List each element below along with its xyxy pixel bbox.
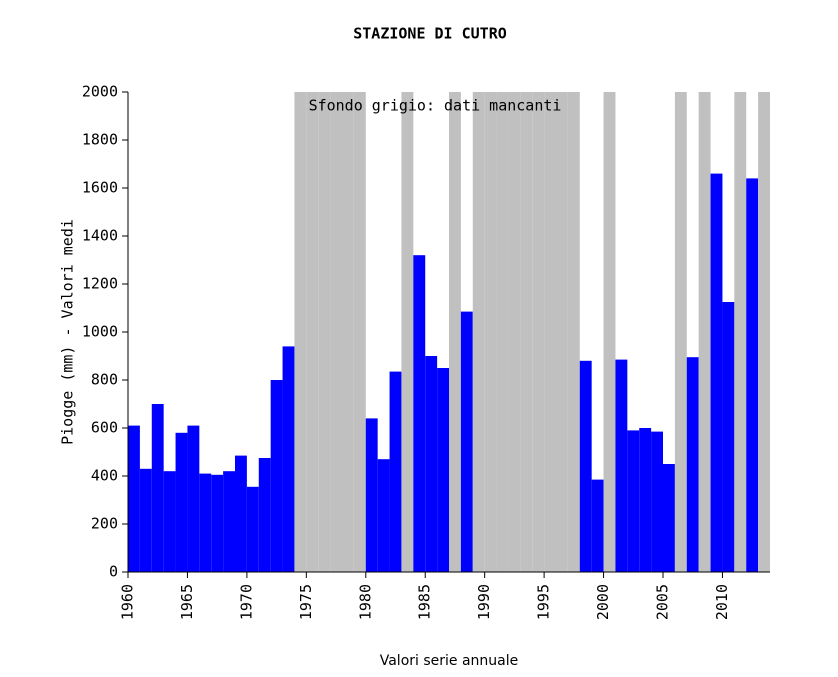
- missing-band: [544, 92, 556, 572]
- bar: [746, 178, 759, 572]
- y-tick-label: 1400: [82, 227, 118, 245]
- bar: [413, 255, 426, 572]
- missing-band: [758, 92, 770, 572]
- x-tick-label: 2010: [713, 584, 731, 620]
- bar: [377, 459, 390, 572]
- x-tick-label: 2000: [594, 584, 612, 620]
- annotation: Sfondo grigio: dati mancanti: [309, 97, 562, 115]
- bar: [139, 468, 152, 572]
- bar: [187, 425, 200, 572]
- missing-band: [306, 92, 319, 572]
- x-tick-label: 1960: [119, 584, 137, 620]
- x-tick-label: 1980: [356, 584, 374, 620]
- y-tick-label: 400: [91, 467, 118, 485]
- missing-band: [449, 92, 461, 572]
- chart-title: STAZIONE DI CUTRO: [353, 25, 507, 43]
- y-tick-label: 600: [91, 419, 118, 437]
- y-tick-label: 1200: [82, 275, 118, 293]
- bar: [163, 471, 176, 572]
- missing-band: [472, 92, 485, 572]
- missing-band: [674, 92, 687, 572]
- x-axis-label: Valori serie annuale: [380, 653, 519, 669]
- missing-band: [294, 92, 307, 572]
- bar: [223, 471, 235, 572]
- missing-band: [603, 92, 616, 572]
- y-axis-label: Piogge (mm) - Valori medi: [59, 219, 77, 445]
- bar: [710, 173, 723, 572]
- y-tick-label: 800: [91, 371, 118, 389]
- y-tick-label: 2000: [82, 83, 118, 101]
- bar: [460, 311, 473, 572]
- y-tick-label: 1000: [82, 323, 118, 341]
- bar: [389, 371, 402, 572]
- bar: [686, 357, 699, 572]
- bar: [246, 486, 259, 572]
- missing-band: [353, 92, 366, 572]
- missing-band: [734, 92, 747, 572]
- y-tick-label: 1600: [82, 179, 118, 197]
- bar: [235, 455, 247, 572]
- missing-band: [484, 92, 497, 572]
- bar: [579, 360, 592, 572]
- bar: [211, 474, 224, 572]
- missing-band: [330, 92, 342, 572]
- bar: [199, 473, 212, 572]
- missing-band: [520, 92, 533, 572]
- missing-band: [556, 92, 568, 572]
- bar: [651, 431, 663, 572]
- missing-band: [567, 92, 580, 572]
- missing-band: [318, 92, 331, 572]
- bar: [663, 464, 675, 572]
- y-tick-label: 1800: [82, 131, 118, 149]
- x-tick-label: 1985: [416, 584, 434, 620]
- missing-band: [508, 92, 521, 572]
- x-tick-label: 2005: [654, 584, 672, 620]
- x-tick-label: 1970: [237, 584, 255, 620]
- bar: [365, 418, 378, 572]
- bar: [591, 479, 604, 572]
- bar: [425, 356, 438, 572]
- bar: [437, 368, 449, 572]
- bar: [282, 346, 295, 572]
- missing-band: [496, 92, 509, 572]
- x-tick-label: 1995: [535, 584, 553, 620]
- bar: [128, 425, 140, 572]
- missing-band: [698, 92, 711, 572]
- bar: [175, 432, 188, 572]
- x-tick-label: 1965: [178, 584, 196, 620]
- bar: [639, 428, 652, 572]
- y-tick-label: 0: [109, 563, 118, 581]
- missing-band: [532, 92, 545, 572]
- bar: [258, 458, 271, 572]
- bar: [722, 302, 735, 572]
- y-tick-label: 200: [91, 515, 118, 533]
- bar: [151, 404, 164, 572]
- missing-band: [342, 92, 354, 572]
- bar: [627, 430, 640, 572]
- missing-band: [401, 92, 414, 572]
- x-tick-label: 1975: [297, 584, 315, 620]
- bar: [615, 359, 628, 572]
- bar: [270, 380, 283, 572]
- x-tick-label: 1990: [475, 584, 493, 620]
